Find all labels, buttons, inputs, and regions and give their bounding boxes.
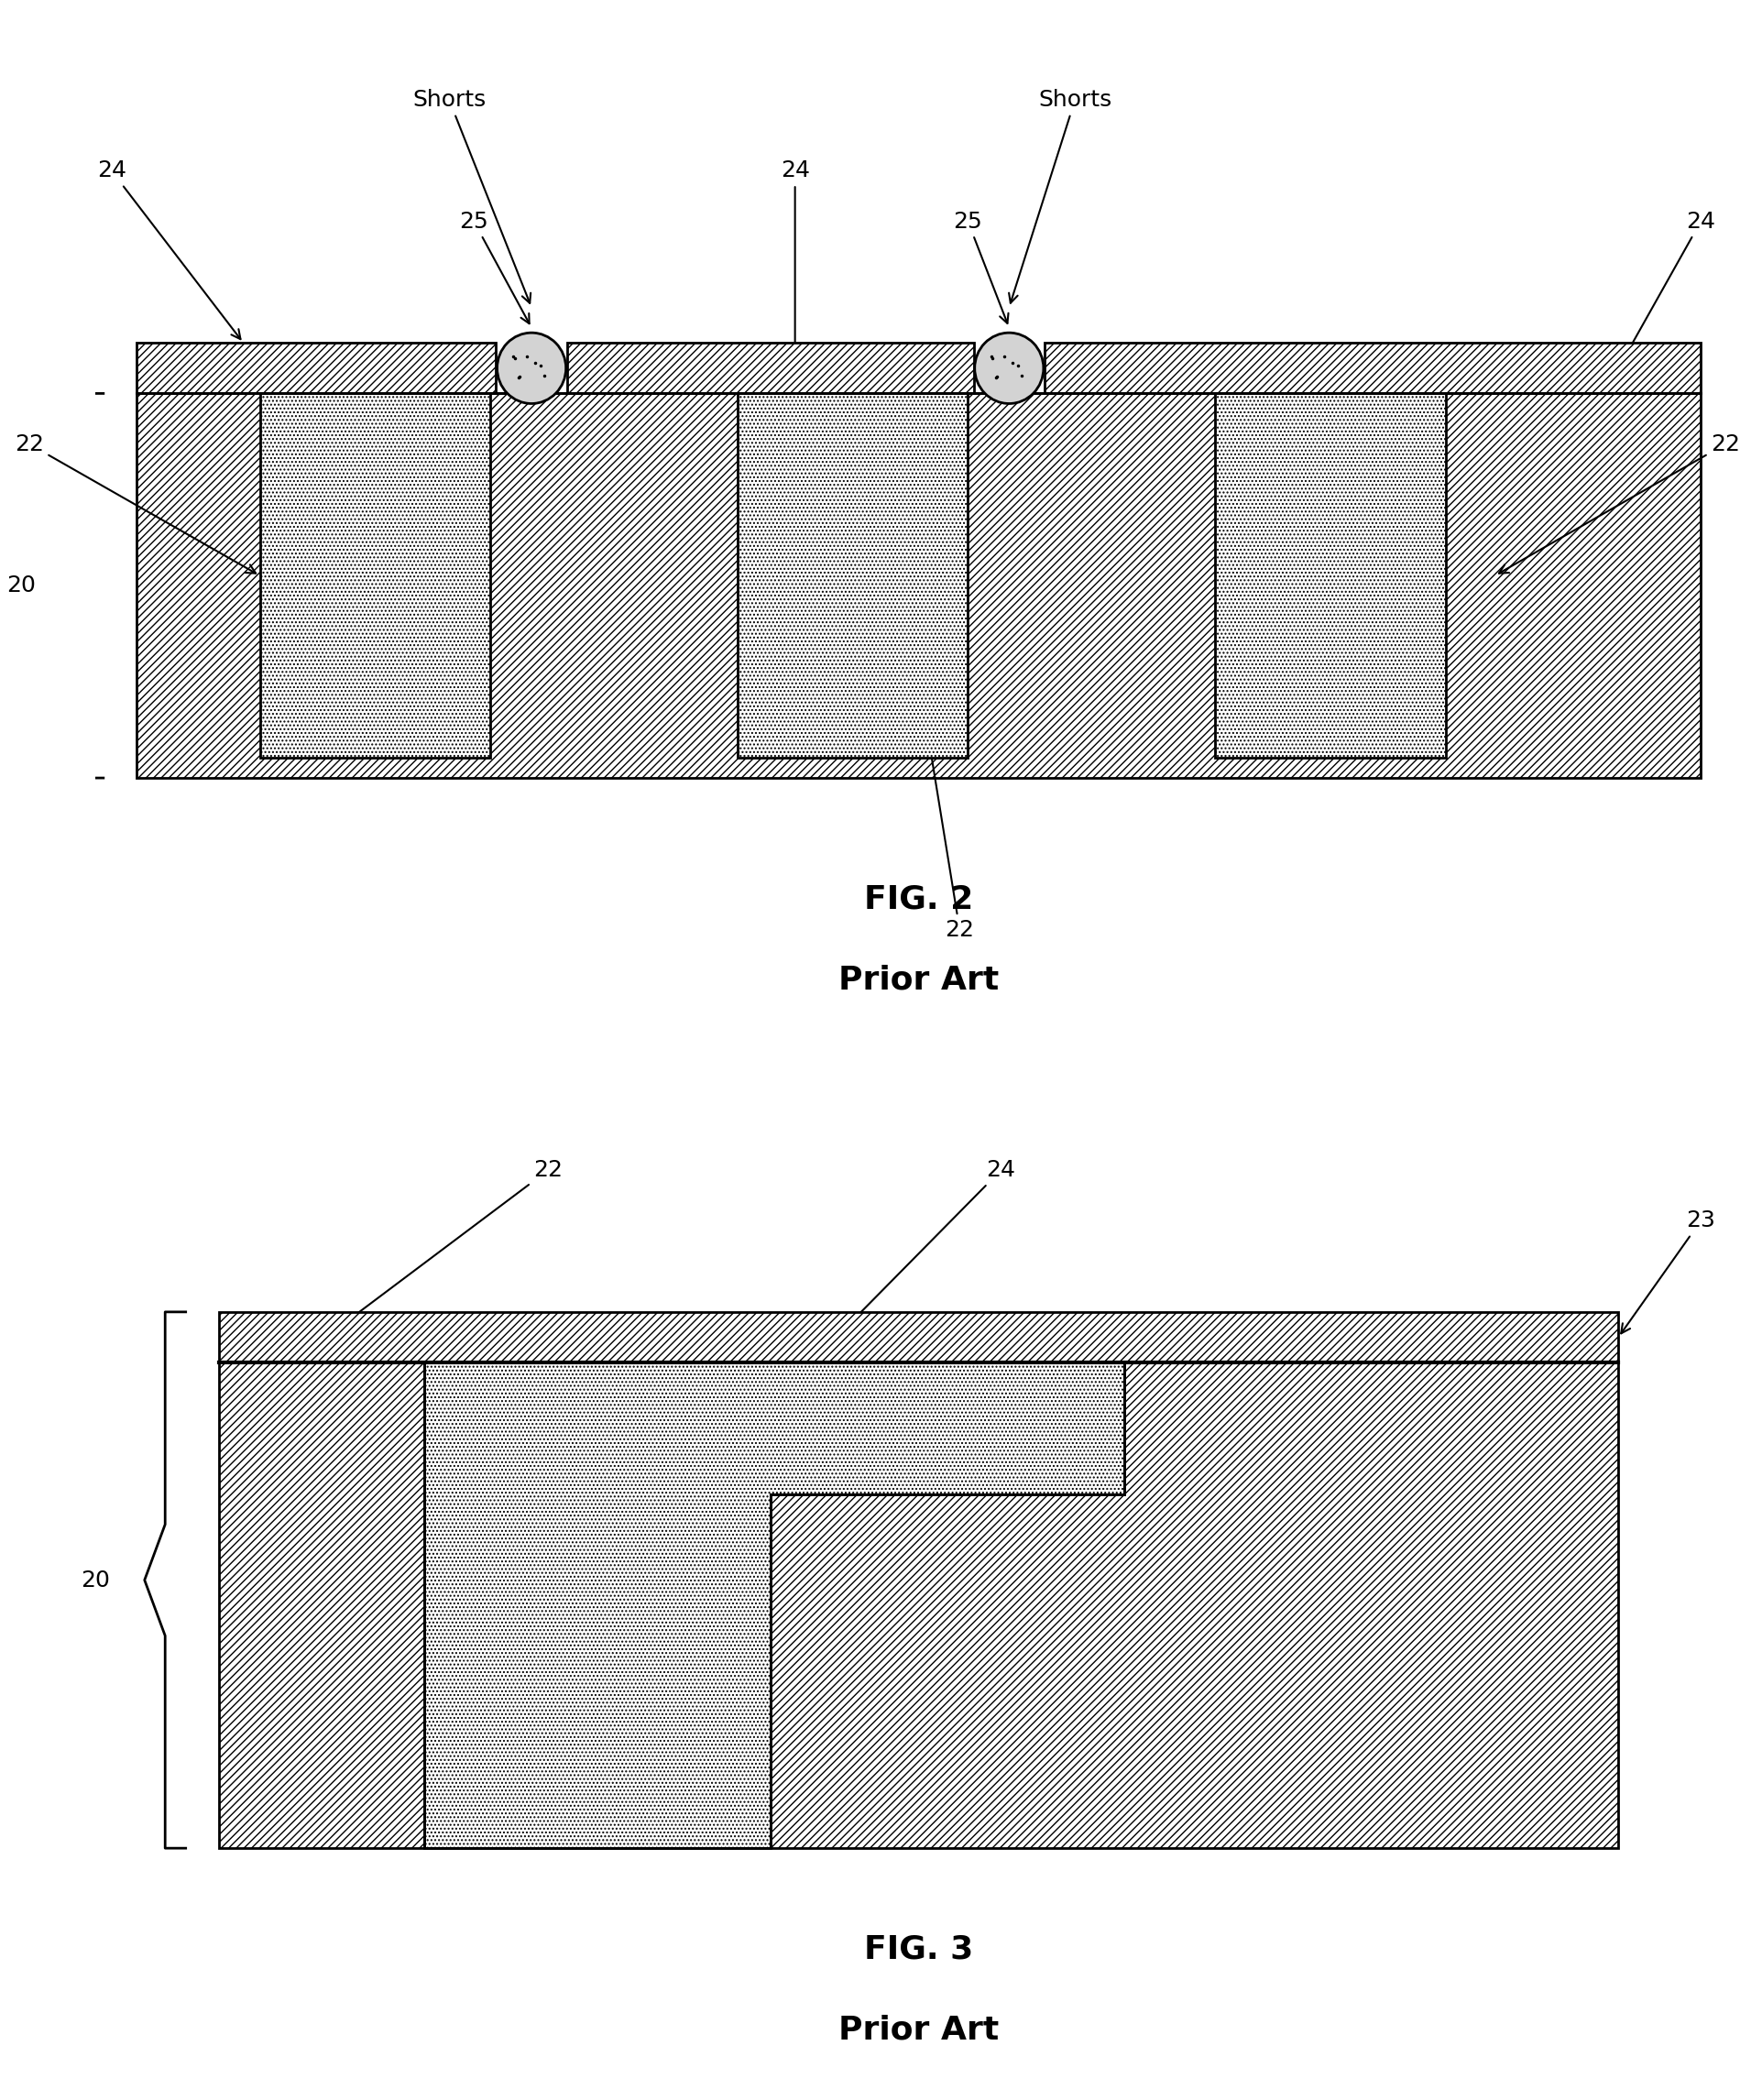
Bar (218, 1312, 1619, 1363)
Bar (425, 1363, 1124, 1493)
Text: 22: 22 (1499, 433, 1741, 573)
Bar (567, 342, 974, 393)
Bar (1045, 342, 1700, 393)
Bar (737, 393, 967, 758)
Bar (136, 393, 1700, 777)
Bar (1216, 393, 1445, 758)
Bar (567, 342, 974, 393)
Text: 24: 24 (839, 1159, 1015, 1334)
Ellipse shape (974, 332, 1043, 403)
Bar (259, 393, 490, 758)
Text: 25: 25 (460, 210, 529, 323)
Bar (218, 1363, 1619, 1848)
Text: 24: 24 (1621, 210, 1716, 363)
Text: 24: 24 (781, 160, 811, 363)
Polygon shape (425, 1363, 1124, 1848)
Bar (259, 393, 490, 758)
Bar (136, 342, 497, 393)
Bar (136, 393, 1700, 777)
Text: 23: 23 (1621, 1210, 1716, 1334)
Bar (218, 1363, 1619, 1848)
Text: 22: 22 (14, 433, 255, 573)
Text: 24: 24 (97, 160, 240, 340)
Text: Prior Art: Prior Art (839, 2014, 999, 2045)
Bar (1216, 393, 1445, 758)
Text: 20: 20 (81, 1569, 109, 1592)
Text: 22: 22 (916, 680, 974, 941)
Text: FIG. 3: FIG. 3 (863, 1934, 973, 1966)
Text: FIG. 2: FIG. 2 (863, 884, 973, 916)
Bar (136, 342, 497, 393)
Bar (737, 393, 967, 758)
Ellipse shape (497, 332, 566, 403)
Text: 25: 25 (953, 210, 1008, 323)
Text: Shorts: Shorts (1010, 88, 1112, 302)
Text: Shorts: Shorts (412, 88, 530, 302)
Text: 20: 20 (7, 575, 35, 596)
Bar (425, 1493, 770, 1848)
Text: 22: 22 (329, 1159, 562, 1334)
Bar (1045, 342, 1700, 393)
Bar (218, 1312, 1619, 1363)
Text: Prior Art: Prior Art (839, 964, 999, 995)
